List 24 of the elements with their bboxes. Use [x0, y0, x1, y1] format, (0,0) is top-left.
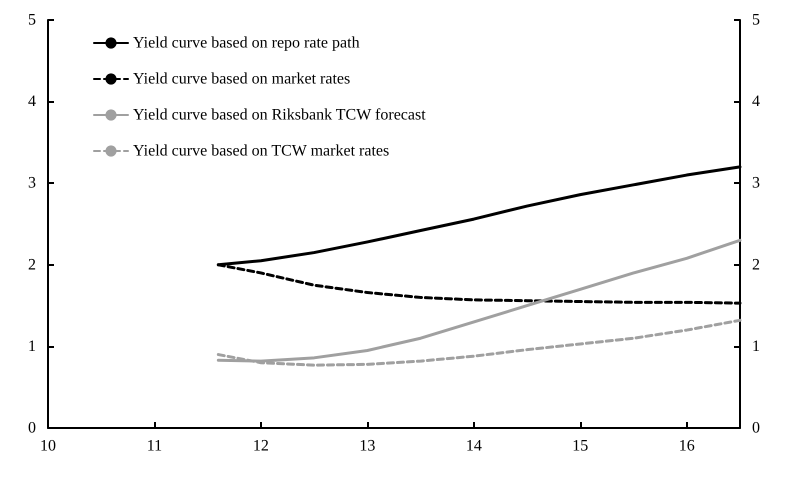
y2-tick-label: 5 [752, 12, 760, 28]
y2-tick-label: 0 [752, 420, 760, 436]
y2-tick-label: 4 [752, 93, 760, 110]
y-tick-label: 0 [28, 420, 36, 436]
x-tick-label: 15 [572, 438, 588, 454]
x-tick-label: 11 [146, 438, 162, 454]
x-tick-label: 10 [40, 438, 56, 454]
legend-label: Yield curve based on market rates [133, 70, 350, 88]
y-tick-label: 3 [28, 174, 36, 192]
x-tick-label: 14 [466, 438, 482, 454]
legend-label: Yield curve based on Riksbank TCW forecast [133, 106, 426, 124]
y2-tick-label: 2 [752, 256, 760, 274]
x-tick-label: 16 [678, 438, 695, 454]
y-tick-label: 1 [28, 338, 36, 355]
legend-label: Yield curve based on TCW market rates [133, 142, 390, 160]
y-tick-label: 2 [28, 256, 36, 274]
legend-label: Yield curve based on repo rate path [133, 34, 360, 52]
x-tick-label: 13 [359, 438, 376, 454]
y2-tick-label: 3 [752, 174, 760, 192]
y-tick-label: 5 [28, 12, 36, 28]
line-series [216, 238, 742, 363]
y-tick-label: 4 [28, 93, 36, 110]
y2-tick-label: 1 [752, 338, 760, 355]
x-tick-label: 12 [252, 438, 269, 454]
